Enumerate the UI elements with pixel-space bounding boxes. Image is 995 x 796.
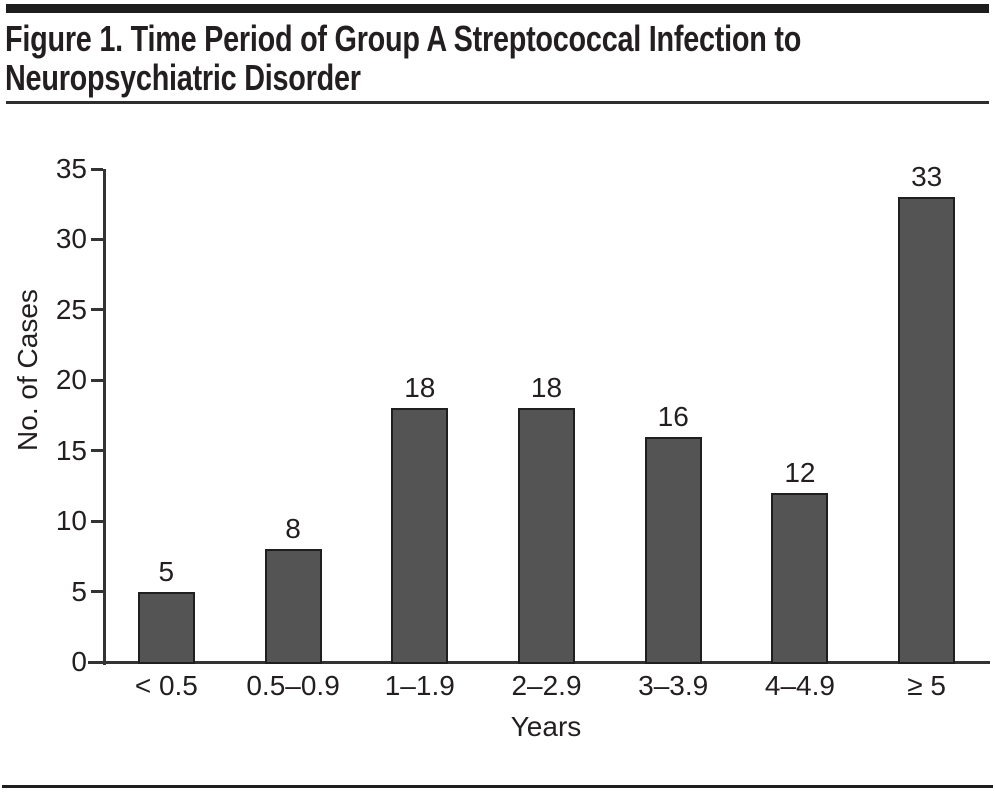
figure-title: Figure 1. Time Period of Group A Strepto… xyxy=(5,19,995,97)
y-tick-label: 20 xyxy=(55,364,87,396)
bar xyxy=(898,197,956,664)
bar xyxy=(137,591,195,664)
y-tick xyxy=(91,590,103,594)
bar-value-label: 5 xyxy=(158,555,175,587)
bar-value-label: 18 xyxy=(530,372,563,404)
title-rule xyxy=(6,101,989,104)
y-tick xyxy=(91,378,103,382)
bar-value-label: 18 xyxy=(404,372,436,404)
y-tick-label: 25 xyxy=(55,293,87,325)
y-tick xyxy=(91,237,103,241)
x-tick-label: 4–4.9 xyxy=(764,670,835,701)
figure-title-line1: Figure 1. Time Period of Group A Strepto… xyxy=(5,18,802,59)
x-tick-label: ≥ 5 xyxy=(907,670,946,701)
bar-value-label: 33 xyxy=(911,161,943,193)
y-tick-label: 15 xyxy=(55,434,87,466)
y-tick-label: 5 xyxy=(71,575,87,607)
y-axis-line xyxy=(103,169,106,665)
y-tick xyxy=(91,519,103,523)
y-tick-label: 30 xyxy=(55,223,87,255)
y-tick xyxy=(91,308,103,312)
x-tick-label: 0.5–0.9 xyxy=(246,670,340,701)
bar xyxy=(518,408,575,664)
bar xyxy=(264,549,322,664)
bar-value-label: 12 xyxy=(784,456,816,488)
bar xyxy=(771,492,829,664)
top-rule xyxy=(6,4,989,13)
bottom-rule xyxy=(2,785,993,788)
bar xyxy=(644,436,702,664)
bar-value-label: 8 xyxy=(285,513,301,545)
y-tick-label: 35 xyxy=(55,153,87,184)
x-tick-label: 3–3.9 xyxy=(638,670,709,701)
bar xyxy=(391,408,449,664)
y-tick xyxy=(91,449,103,453)
bar-value-label: 16 xyxy=(657,400,689,432)
x-tick-label: 1–1.9 xyxy=(384,670,455,701)
figure-title-line2: Neuropsychiatric Disorder xyxy=(5,57,361,98)
y-tick-label: 0 xyxy=(71,646,87,677)
x-axis-title: Years xyxy=(510,711,582,742)
y-tick xyxy=(91,167,103,171)
x-tick-label: 2–2.9 xyxy=(511,670,582,701)
y-tick-label: 10 xyxy=(55,505,87,537)
x-tick-label: < 0.5 xyxy=(134,670,198,701)
